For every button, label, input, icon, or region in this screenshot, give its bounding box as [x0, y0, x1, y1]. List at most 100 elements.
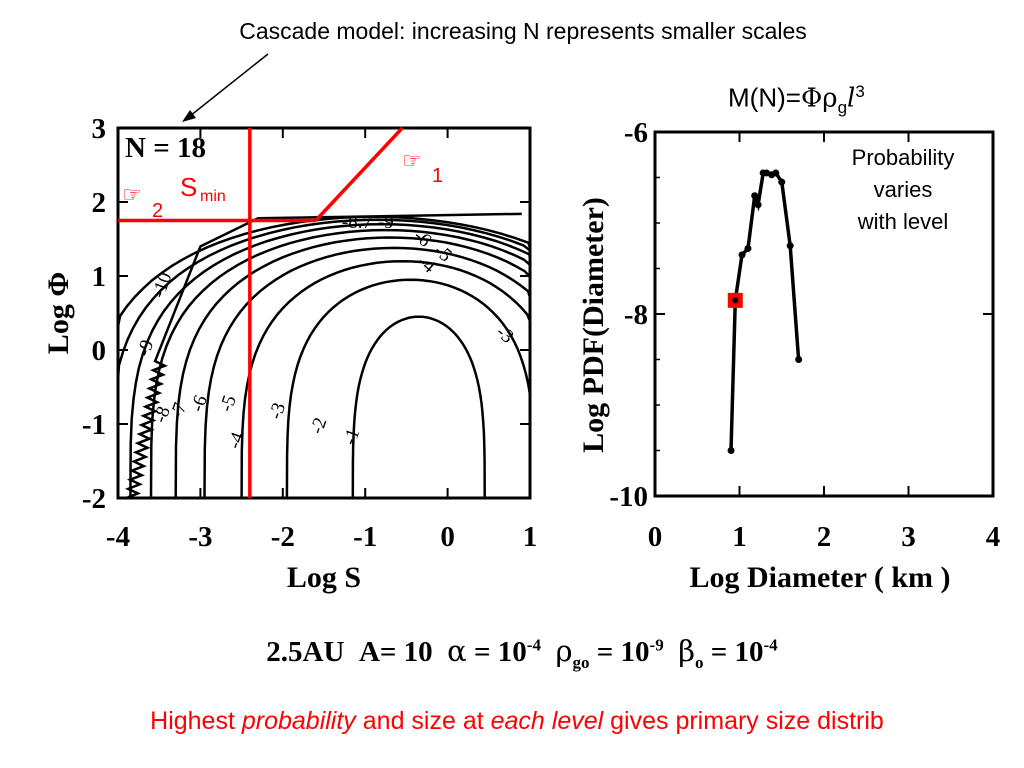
note-line-1: Probability: [851, 145, 955, 170]
contour-line: [203, 246, 532, 499]
contour-level-labels: -1-2-3-4-5-6-7-8-9-10-8.7 -9-6-5-4-3: [133, 212, 517, 452]
contour-level-label: -5: [216, 393, 241, 415]
contour-y-tick-label: -1: [82, 409, 106, 441]
pdf-x-tick-label: 4: [986, 521, 1001, 553]
contour-x-tick-label: -4: [106, 521, 130, 553]
contour-line: [285, 278, 532, 499]
pdf-line: [729, 170, 801, 451]
param-beta-symbol: β: [678, 634, 695, 668]
pdf-frame: [653, 130, 995, 498]
upper-boundary-line: [314, 126, 404, 222]
param-alpha-symbol: α: [447, 634, 467, 668]
contour-level-label: -8: [150, 404, 175, 426]
pdf-point: [738, 251, 746, 259]
highlight-point: [732, 297, 739, 304]
pdf-x-tick-label: 3: [901, 521, 916, 553]
contour-x-tick-label: -2: [271, 521, 295, 553]
param-a: A= 10: [358, 636, 433, 668]
contour-y-tick-label: 3: [92, 113, 107, 145]
pdf-x-tick-label: 2: [817, 521, 832, 553]
contour-x-tick-label: -1: [353, 521, 377, 553]
pdf-y-tick-label: -10: [609, 481, 648, 513]
panel-label: N = 18: [125, 132, 206, 164]
s-min-label: S: [180, 172, 197, 202]
pdf-point: [786, 242, 794, 250]
pdf-y-tick-label: -6: [624, 117, 648, 149]
marker-2-icon: ☞: [122, 182, 142, 207]
contour-level-label: -1: [339, 426, 364, 448]
note-line-3: with level: [857, 209, 949, 234]
formula-l: l: [847, 83, 856, 114]
param-beta-eq: = 10: [703, 636, 764, 668]
mass-formula: M(N)=Φρgl3: [728, 82, 865, 118]
pdf-series: [727, 169, 803, 454]
pdf-point: [754, 201, 762, 209]
contour-line-outer: [125, 212, 522, 500]
contour-x-tick-label: 0: [440, 521, 455, 553]
pdf-x-tick-label: 0: [648, 521, 663, 553]
conclusion-text: Highest probability and size at each lev…: [0, 707, 1024, 736]
contour-x-axis-label: Log S: [287, 561, 361, 594]
contour-level-label: -4: [224, 429, 249, 452]
param-alpha-exp: -4: [526, 635, 541, 655]
formula-lhs: M(N)=: [728, 82, 801, 113]
formula-phi: Φ: [800, 83, 823, 114]
pdf-x-tick-label: 1: [732, 521, 747, 553]
contour-level-label: -3: [265, 400, 290, 422]
contour-y-tick-label: 1: [92, 261, 107, 293]
pdf-x-axis-label: Log Diameter ( km ): [689, 561, 950, 594]
pdf-point: [727, 447, 735, 454]
param-beta-sub: o: [694, 652, 704, 672]
contour-x-tick-label: -3: [188, 521, 212, 553]
formula-rho: ρ: [822, 83, 838, 114]
contour-level-label: -3: [492, 322, 518, 348]
contour-y-tick-label: -2: [82, 483, 106, 515]
param-distance: 2.5AU: [266, 636, 345, 668]
marker-1-icon: ☞: [402, 148, 422, 173]
param-rho-eq: = 10: [589, 636, 650, 668]
contour-y-tick-label: 2: [92, 187, 107, 219]
pdf-point: [751, 192, 759, 200]
title-arrow: [189, 53, 269, 117]
pdf-point: [778, 178, 786, 186]
footer-part-5: gives primary size distrib: [603, 707, 884, 735]
pdf-ticks: 0 1 2 3 4 -6 -8 -10: [609, 117, 1000, 553]
pdf-line-plot: 0 1 2 3 4 -6 -8 -10 Log Diameter ( km ) Log PDF…: [577, 117, 1000, 594]
marker-2-number: 2: [152, 200, 163, 222]
contour-level-label: -6: [187, 393, 212, 415]
title-arrow-head: [182, 110, 196, 122]
footer-part-2: probability: [241, 707, 356, 735]
contour-level-label: -10: [148, 270, 176, 301]
footer-part-1: Highest: [150, 707, 242, 735]
pdf-y-tick-label: -8: [624, 299, 648, 331]
s-min-subscript: min: [200, 188, 226, 205]
contour-line: [351, 315, 486, 499]
contour-peak-label: -9: [378, 212, 394, 233]
contour-level-label: -7: [166, 400, 191, 422]
footer-part-3: and size at: [355, 707, 491, 735]
pdf-point: [772, 169, 780, 177]
contour-peak-label: -8.7: [342, 212, 372, 233]
pdf-point: [795, 356, 803, 363]
contour-y-tick-label: 0: [92, 335, 107, 367]
probability-note: Probability varies with level: [830, 142, 976, 238]
contour-lines: [116, 212, 532, 500]
contour-level-label: -2: [306, 415, 331, 437]
slide-title: Cascade model: increasing N represents s…: [239, 18, 807, 44]
param-beta-exp: -4: [763, 635, 778, 655]
param-rho-sub: go: [572, 652, 590, 672]
param-rho-exp: -9: [649, 635, 664, 655]
note-line-2: varies: [873, 177, 933, 202]
formula-sup: 3: [855, 82, 865, 101]
contour-y-axis-label: Log Φ: [42, 272, 75, 354]
pdf-y-axis-label: Log PDF(Diameter): [577, 197, 610, 453]
formula-sub: g: [837, 97, 848, 117]
contour-level-label: -9: [133, 337, 158, 359]
pdf-point: [744, 244, 752, 252]
param-rho-symbol: ρ: [555, 634, 573, 668]
marker-1-number: 1: [432, 165, 443, 187]
